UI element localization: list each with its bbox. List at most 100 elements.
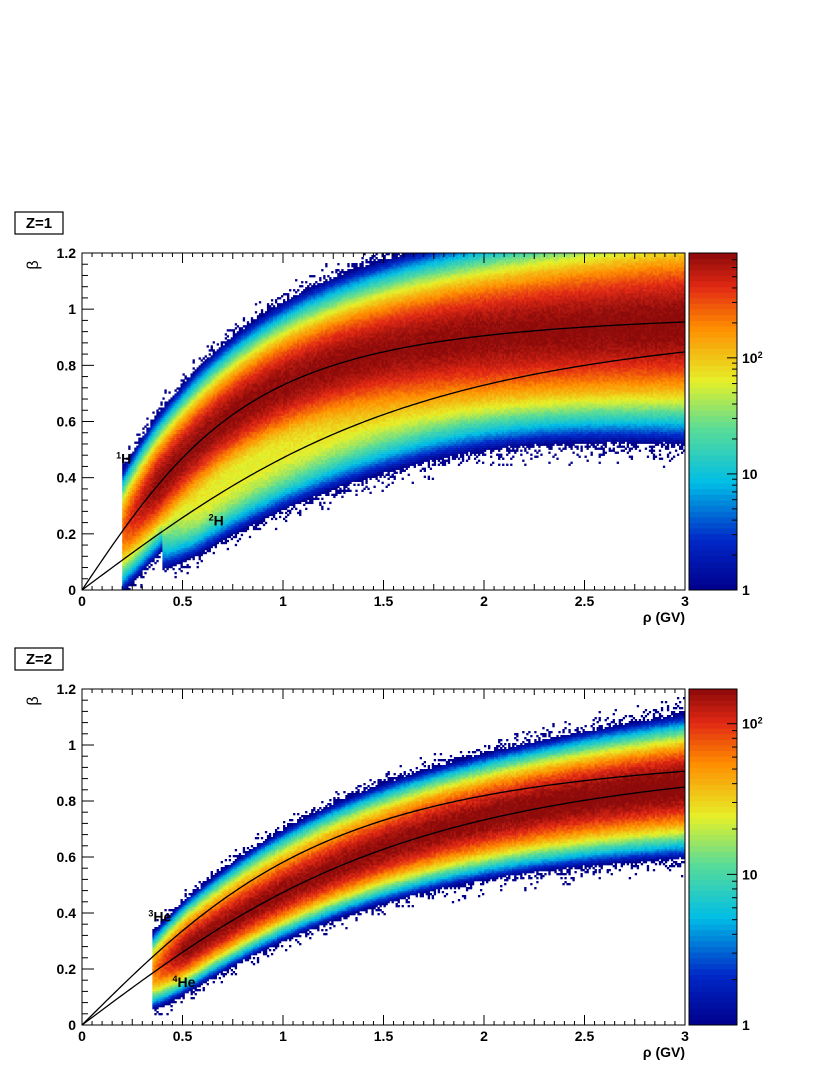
heatmap-cell bbox=[154, 492, 156, 494]
heatmap-cell bbox=[136, 446, 138, 448]
heatmap-cell bbox=[199, 424, 201, 426]
heatmap-cell bbox=[128, 514, 130, 516]
heatmap-cell bbox=[178, 498, 180, 500]
heatmap-cell bbox=[178, 562, 180, 564]
heatmap-cell bbox=[199, 458, 201, 460]
heatmap-cell bbox=[189, 468, 191, 470]
heatmap-cell bbox=[152, 512, 154, 514]
heatmap-cell bbox=[154, 462, 156, 464]
heatmap-cell bbox=[170, 430, 172, 432]
heatmap-cell bbox=[185, 415, 187, 417]
heatmap-cell bbox=[142, 442, 144, 444]
heatmap-cell bbox=[160, 550, 162, 552]
heatmap-cell bbox=[148, 504, 150, 506]
heatmap-cell bbox=[144, 528, 146, 530]
heatmap-cell bbox=[132, 520, 134, 522]
heatmap-cell bbox=[124, 560, 126, 562]
heatmap-cell bbox=[146, 456, 148, 458]
heatmap-cell bbox=[138, 552, 140, 554]
heatmap-cell bbox=[168, 482, 170, 484]
heatmap-cell bbox=[128, 504, 130, 506]
heatmap-cell bbox=[201, 409, 203, 411]
heatmap-cell bbox=[144, 472, 146, 474]
heatmap-cell bbox=[178, 528, 180, 530]
heatmap-cell bbox=[154, 442, 156, 444]
heatmap-cell bbox=[158, 524, 160, 526]
heatmap-cell bbox=[144, 522, 146, 524]
heatmap-cell bbox=[148, 452, 150, 454]
heatmap-cell bbox=[199, 393, 201, 395]
heatmap-cell bbox=[180, 492, 182, 494]
heatmap-cell bbox=[193, 536, 195, 538]
heatmap-cell bbox=[142, 436, 144, 438]
heatmap-cell bbox=[146, 486, 148, 488]
heatmap-cell bbox=[170, 538, 172, 540]
heatmap-cell bbox=[174, 424, 176, 426]
heatmap-cell bbox=[144, 548, 146, 550]
heatmap-cell bbox=[168, 405, 170, 407]
heatmap-cell bbox=[158, 506, 160, 508]
heatmap-cell bbox=[130, 542, 132, 544]
heatmap-cell bbox=[195, 550, 197, 552]
heatmap-cell bbox=[148, 446, 150, 448]
heatmap-cell bbox=[140, 468, 142, 470]
heatmap-cell bbox=[187, 428, 189, 430]
heatmap-cell bbox=[160, 454, 162, 456]
heatmap-cell bbox=[187, 536, 189, 538]
heatmap-cell bbox=[197, 470, 199, 472]
heatmap-cell bbox=[183, 494, 185, 496]
heatmap-cell bbox=[197, 544, 199, 546]
heatmap-cell bbox=[180, 411, 182, 413]
heatmap-cell bbox=[203, 474, 205, 476]
heatmap-cell bbox=[142, 564, 144, 566]
heatmap-cell bbox=[180, 488, 182, 490]
heatmap-cell bbox=[174, 518, 176, 520]
heatmap-cell bbox=[176, 546, 178, 548]
heatmap-cell bbox=[148, 462, 150, 464]
heatmap-cell bbox=[146, 556, 148, 558]
heatmap-cell bbox=[178, 482, 180, 484]
heatmap-cell bbox=[201, 397, 203, 399]
heatmap-cell bbox=[146, 444, 148, 446]
heatmap-cell bbox=[191, 526, 193, 528]
heatmap-cell bbox=[152, 470, 154, 472]
heatmap-cell bbox=[156, 446, 158, 448]
heatmap-cell bbox=[142, 566, 144, 568]
heatmap-cell bbox=[178, 500, 180, 502]
heatmap-cell bbox=[144, 478, 146, 480]
heatmap-cell bbox=[176, 558, 178, 560]
heatmap-cell bbox=[154, 478, 156, 480]
heatmap-cell bbox=[148, 434, 150, 436]
heatmap-cell bbox=[126, 530, 128, 532]
heatmap-cell bbox=[162, 426, 164, 428]
heatmap-cell bbox=[130, 514, 132, 516]
heatmap-cell bbox=[183, 510, 185, 512]
heatmap-cell bbox=[140, 500, 142, 502]
heatmap-cell bbox=[130, 532, 132, 534]
heatmap-cell bbox=[174, 496, 176, 498]
heatmap-cell bbox=[154, 510, 156, 512]
heatmap-cell bbox=[178, 401, 180, 403]
heatmap-cell bbox=[180, 442, 182, 444]
heatmap-cell bbox=[164, 552, 166, 554]
heatmap-cell bbox=[148, 498, 150, 500]
heatmap-cell bbox=[193, 395, 195, 397]
heatmap-cell bbox=[199, 512, 201, 514]
heatmap-cell bbox=[201, 502, 203, 504]
heatmap-cell bbox=[191, 397, 193, 399]
heatmap-cell bbox=[154, 426, 156, 428]
heatmap-cell bbox=[146, 476, 148, 478]
heatmap-cell bbox=[134, 518, 136, 520]
heatmap-cell bbox=[166, 494, 168, 496]
heatmap-cell bbox=[164, 498, 166, 500]
heatmap-cell bbox=[183, 379, 185, 381]
heatmap-cell bbox=[124, 478, 126, 480]
heatmap-cell bbox=[136, 570, 138, 572]
heatmap-cell bbox=[152, 486, 154, 488]
heatmap-cell bbox=[124, 468, 126, 470]
heatmap-cell bbox=[168, 478, 170, 480]
heatmap-cell bbox=[189, 430, 191, 432]
heatmap-cell bbox=[140, 472, 142, 474]
heatmap-cell bbox=[193, 454, 195, 456]
heatmap-cell bbox=[154, 458, 156, 460]
